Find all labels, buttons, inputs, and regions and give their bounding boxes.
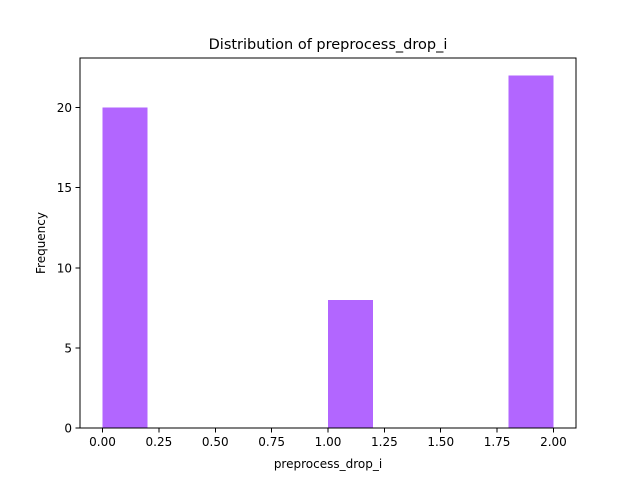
x-tick-label: 0.25 — [146, 435, 173, 449]
chart-title: Distribution of preprocess_drop_i — [209, 37, 448, 53]
y-tick-label: 0 — [64, 422, 72, 436]
x-tick-label: 1.75 — [484, 435, 511, 449]
x-tick-label: 0.50 — [202, 435, 229, 449]
x-tick-label: 1.50 — [427, 435, 454, 449]
x-tick-label: 2.00 — [540, 435, 567, 449]
x-tick-label: 0.00 — [89, 435, 116, 449]
x-axis-ticks: 0.00 0.25 0.50 0.75 1.00 1.25 1.50 1.75 2.00 — [89, 428, 567, 449]
histogram-bar-0 — [102, 107, 148, 429]
y-tick-label: 5 — [64, 341, 72, 355]
x-tick-label: 0.75 — [258, 435, 285, 449]
histogram-bar-5 — [328, 299, 374, 428]
x-tick-label: 1.00 — [315, 435, 342, 449]
y-axis-ticks: 0 5 10 15 20 — [57, 101, 80, 436]
y-tick-label: 20 — [57, 101, 72, 115]
y-tick-label: 10 — [57, 261, 72, 275]
y-tick-label: 15 — [57, 181, 72, 195]
x-tick-label: 1.25 — [371, 435, 398, 449]
histogram-bar-9 — [508, 75, 554, 429]
x-axis-label: preprocess_drop_i — [274, 457, 382, 471]
plot-frame — [79, 57, 577, 429]
y-axis-label: Frequency — [34, 212, 48, 274]
bars-group — [102, 75, 554, 429]
